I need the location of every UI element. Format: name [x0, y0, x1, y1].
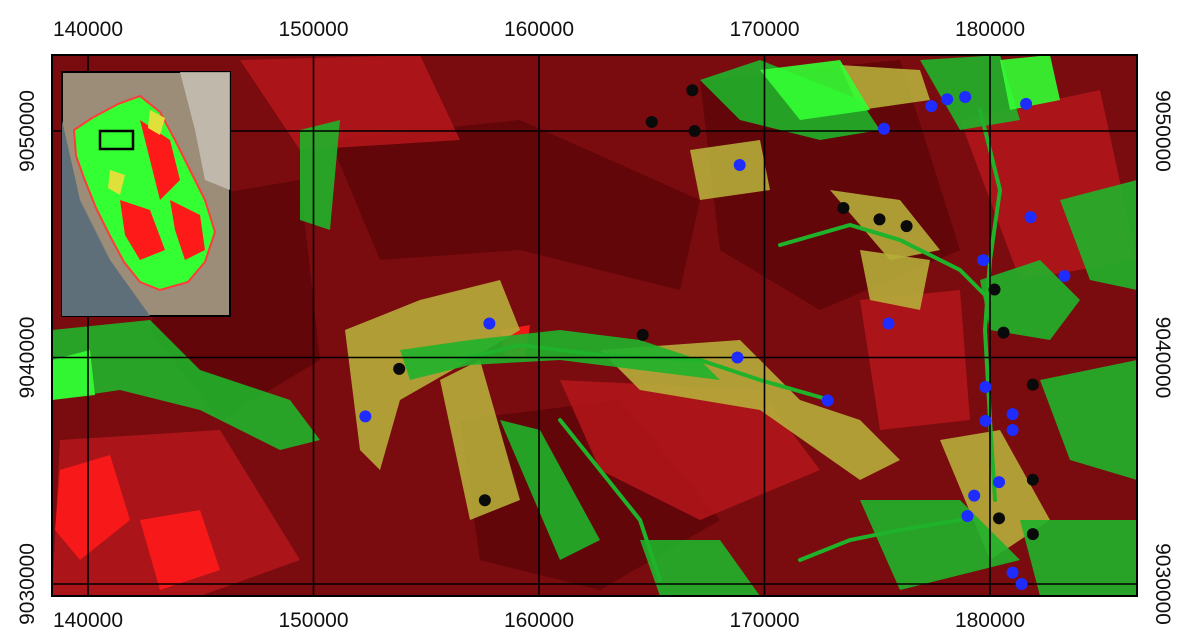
sample-point-blue	[1006, 423, 1019, 436]
sample-point-blue	[1006, 408, 1019, 421]
tick-label: 150000	[278, 18, 348, 41]
drainage-line	[778, 222, 992, 302]
sample-point-blue	[993, 476, 1006, 489]
sample-point-blue	[1015, 578, 1028, 590]
tick-label: 180000	[955, 609, 1025, 632]
tick-label: 160000	[504, 18, 574, 41]
inset-olive-patch	[108, 170, 125, 195]
green-valley	[400, 330, 720, 380]
x-tick-labels-bottom: 140000 150000 160000 170000 180000	[53, 609, 1025, 632]
tick-label: 9050000	[1151, 90, 1174, 172]
sample-point-black	[636, 328, 649, 341]
green-valley	[1060, 180, 1137, 290]
sample-point-blue	[968, 489, 981, 502]
tick-label: 170000	[729, 18, 799, 41]
sample-point-blue	[977, 254, 990, 267]
sample-point-black	[988, 283, 1001, 296]
tick-label: 170000	[729, 609, 799, 632]
inset-olive-patch	[148, 110, 165, 135]
sample-point-blue	[1006, 566, 1019, 579]
sample-point-black	[478, 494, 491, 507]
sample-point-blue	[1058, 269, 1071, 282]
green-valley	[860, 500, 1020, 590]
green-valley	[500, 420, 600, 560]
inset-red-patch	[120, 200, 165, 260]
y-tick-labels-left: 9050000 9040000 9030000	[16, 90, 39, 625]
tick-label: 9030000	[1151, 543, 1174, 625]
olive-band	[600, 340, 900, 480]
sample-point-black	[1026, 473, 1039, 486]
sample-point-blue	[1020, 97, 1033, 110]
inset-red-patch	[170, 200, 205, 260]
sample-point-black	[393, 362, 406, 375]
sample-point-black	[837, 202, 850, 215]
sample-point-blue	[925, 100, 938, 113]
bright-green-patch	[52, 350, 95, 400]
tick-label: 140000	[53, 18, 123, 41]
sample-point-black	[688, 125, 701, 137]
sample-points	[359, 84, 1071, 590]
olive-band	[860, 250, 930, 310]
tick-label: 140000	[53, 609, 123, 632]
sample-point-black	[645, 115, 658, 128]
olive-band	[440, 360, 520, 520]
bright-green-patch	[1000, 55, 1060, 110]
sample-point-black	[997, 326, 1010, 339]
olive-band	[345, 280, 520, 470]
inset-locator-box	[98, 129, 135, 151]
sample-point-blue	[979, 380, 992, 393]
sample-point-black	[873, 213, 886, 226]
sample-point-blue	[1024, 211, 1037, 224]
green-valley	[980, 260, 1080, 340]
green-valley	[640, 540, 760, 596]
sample-point-black	[686, 84, 699, 97]
sample-point-blue	[733, 158, 746, 171]
inset-sea	[62, 120, 150, 316]
drainage-line	[558, 418, 662, 582]
y-tick-labels-right: 9050000 9040000 9030000	[1151, 90, 1174, 625]
sample-point-black	[900, 220, 913, 233]
sample-point-blue	[359, 410, 372, 423]
red-slope	[240, 55, 460, 150]
tick-label: 160000	[504, 609, 574, 632]
green-valley	[300, 120, 340, 230]
bright-red-patch	[55, 455, 130, 560]
bright-green-patch	[760, 60, 870, 120]
drainage-line	[798, 518, 962, 562]
inset-coast-relief	[180, 72, 230, 190]
red-slope	[560, 380, 820, 520]
sample-point-blue	[959, 91, 972, 104]
tick-label: 9040000	[1151, 317, 1174, 399]
sample-point-blue	[941, 93, 954, 106]
sample-point-blue	[961, 510, 974, 523]
tick-label: 180000	[955, 18, 1025, 41]
drainage-line	[978, 108, 1003, 502]
green-valley	[1020, 520, 1137, 596]
map-frame	[51, 54, 1138, 597]
sample-point-blue	[483, 317, 496, 330]
sample-point-blue	[979, 414, 992, 427]
tick-label: 9030000	[16, 543, 39, 625]
dark-ridge	[330, 120, 700, 290]
green-valley	[920, 55, 1020, 130]
olive-band	[690, 140, 770, 200]
overview-inset	[61, 71, 231, 317]
sample-point-blue	[821, 394, 834, 407]
x-tick-labels-top: 140000 150000 160000 170000 180000	[53, 18, 1025, 41]
sample-point-black	[1026, 378, 1039, 391]
tick-label: 9040000	[16, 317, 39, 399]
sample-point-blue	[882, 317, 895, 330]
sample-point-blue	[731, 351, 744, 364]
sample-point-black	[993, 512, 1006, 525]
sample-point-black	[1026, 528, 1039, 541]
tick-label: 9050000	[16, 90, 39, 172]
green-valley	[52, 320, 320, 450]
olive-band	[830, 190, 940, 260]
green-valley	[1040, 360, 1137, 480]
bright-red-patch	[140, 510, 220, 590]
sample-point-blue	[878, 122, 891, 135]
tick-label: 150000	[278, 609, 348, 632]
inset-red-patch	[140, 120, 180, 200]
